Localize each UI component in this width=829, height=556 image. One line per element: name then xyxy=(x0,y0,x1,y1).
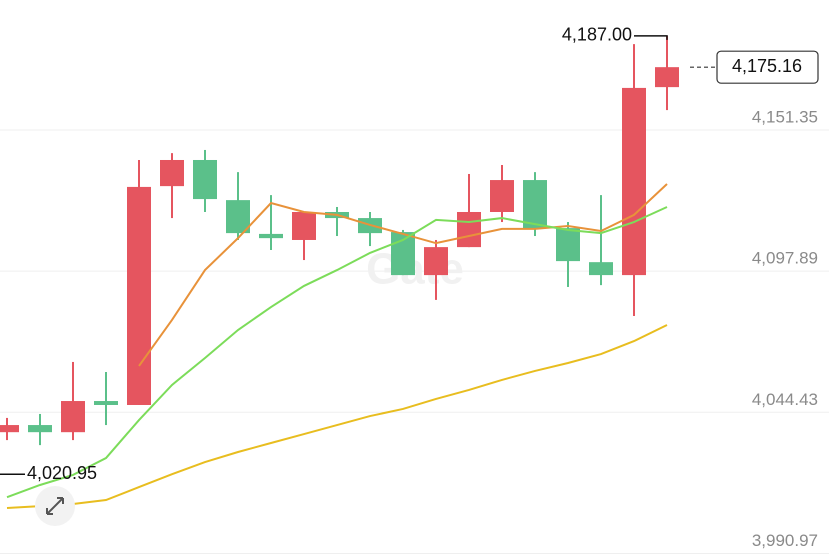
max-label: 4,187.00 xyxy=(562,25,632,45)
candle-body xyxy=(292,211,316,240)
moving-average-line xyxy=(6,324,668,509)
y-tick-label: 4,151.35 xyxy=(752,108,818,127)
y-tick-label: 4,097.89 xyxy=(752,249,818,268)
candle-body xyxy=(391,232,415,276)
candle-body xyxy=(490,180,514,212)
candle-body xyxy=(622,87,646,276)
candle-body xyxy=(94,401,118,405)
candle-body xyxy=(0,425,19,433)
expand-icon xyxy=(35,486,75,526)
candle-body xyxy=(28,425,52,433)
y-tick-label: 3,990.97 xyxy=(752,531,818,550)
last-box xyxy=(716,50,819,84)
candle-body xyxy=(61,401,85,433)
candle-body xyxy=(193,159,217,200)
candle-body xyxy=(259,233,283,239)
y-tick-label: 4,044.43 xyxy=(752,390,818,409)
candle-body xyxy=(655,67,679,88)
candle-body xyxy=(589,262,613,276)
icon-arrow xyxy=(46,497,64,515)
last-label: 4,175.16 xyxy=(732,56,802,76)
max-leader xyxy=(634,35,668,40)
candle-body xyxy=(556,228,580,262)
candle-body xyxy=(226,200,250,234)
min-label: 4,020.95 xyxy=(27,463,97,483)
moving-average-line xyxy=(138,183,668,367)
candle-body xyxy=(127,186,151,405)
candle-body xyxy=(160,159,184,187)
grid: 3,990.97 4,044.43 4,097.89 4,151.35 xyxy=(0,108,829,554)
moving-average-line xyxy=(6,206,668,499)
candle-body xyxy=(424,247,448,276)
candle-body xyxy=(523,180,547,229)
candle-body xyxy=(457,211,481,248)
plot: 4,187.00 4,020.95 4,175.16 xyxy=(0,25,819,509)
